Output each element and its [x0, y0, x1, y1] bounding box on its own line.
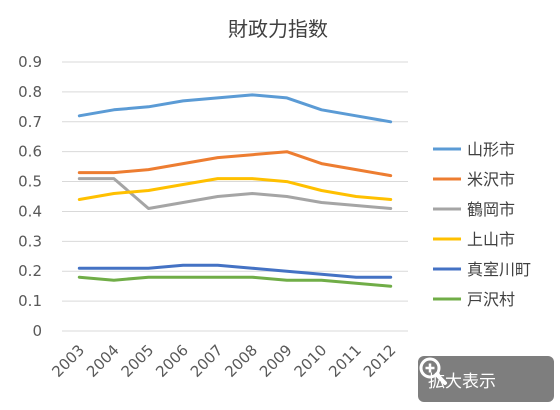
legend-label: 鶴岡市	[467, 200, 515, 219]
y-tick-label: 0.2	[18, 262, 42, 280]
zoom-button[interactable]: 拡大表示	[418, 356, 554, 402]
y-tick-label: 0.7	[18, 113, 42, 131]
y-tick-label: 0.5	[18, 173, 42, 191]
y-tick-label: 0	[32, 322, 42, 340]
y-tick-label: 0.3	[18, 232, 42, 250]
series-line-3	[77, 177, 393, 201]
y-tick-label: 0.6	[18, 143, 42, 161]
series-lines	[77, 93, 393, 288]
x-tick-label: 2006	[152, 341, 192, 381]
y-tick-label: 0.4	[18, 202, 42, 220]
zoom-button-label: 拡大表示	[428, 371, 496, 392]
x-tick-label: 2003	[48, 341, 88, 381]
legend-label: 山形市	[467, 140, 515, 159]
series-line-4	[77, 263, 393, 279]
y-axis-ticks: 0 0.1 0.2 0.3 0.4 0.5 0.6 0.7 0.8 0.9	[18, 53, 42, 340]
chart-title: 財政力指数	[228, 17, 328, 41]
legend-label: 真室川町	[467, 260, 531, 279]
x-tick-label: 2011	[325, 341, 365, 381]
y-tick-label: 0.9	[18, 53, 42, 71]
legend-label: 米沢市	[467, 170, 515, 189]
magnifier-plus-icon	[419, 357, 447, 385]
x-tick-label: 2010	[291, 341, 331, 381]
legend-label: 戸沢村	[467, 290, 515, 309]
gridlines	[62, 61, 408, 332]
x-tick-label: 2007	[187, 341, 227, 381]
series-line-1	[77, 150, 393, 178]
x-tick-label: 2005	[118, 341, 158, 381]
x-tick-label: 2009	[256, 341, 296, 381]
x-tick-label: 2008	[221, 341, 261, 381]
series-line-5	[77, 275, 393, 288]
y-tick-label: 0.1	[18, 292, 42, 310]
y-tick-label: 0.8	[18, 83, 42, 101]
series-line-0	[77, 93, 393, 124]
legend-label: 上山市	[467, 230, 515, 249]
x-tick-label: 2004	[83, 341, 123, 381]
series-line-2	[77, 177, 393, 210]
x-tick-label: 2012	[360, 341, 400, 381]
